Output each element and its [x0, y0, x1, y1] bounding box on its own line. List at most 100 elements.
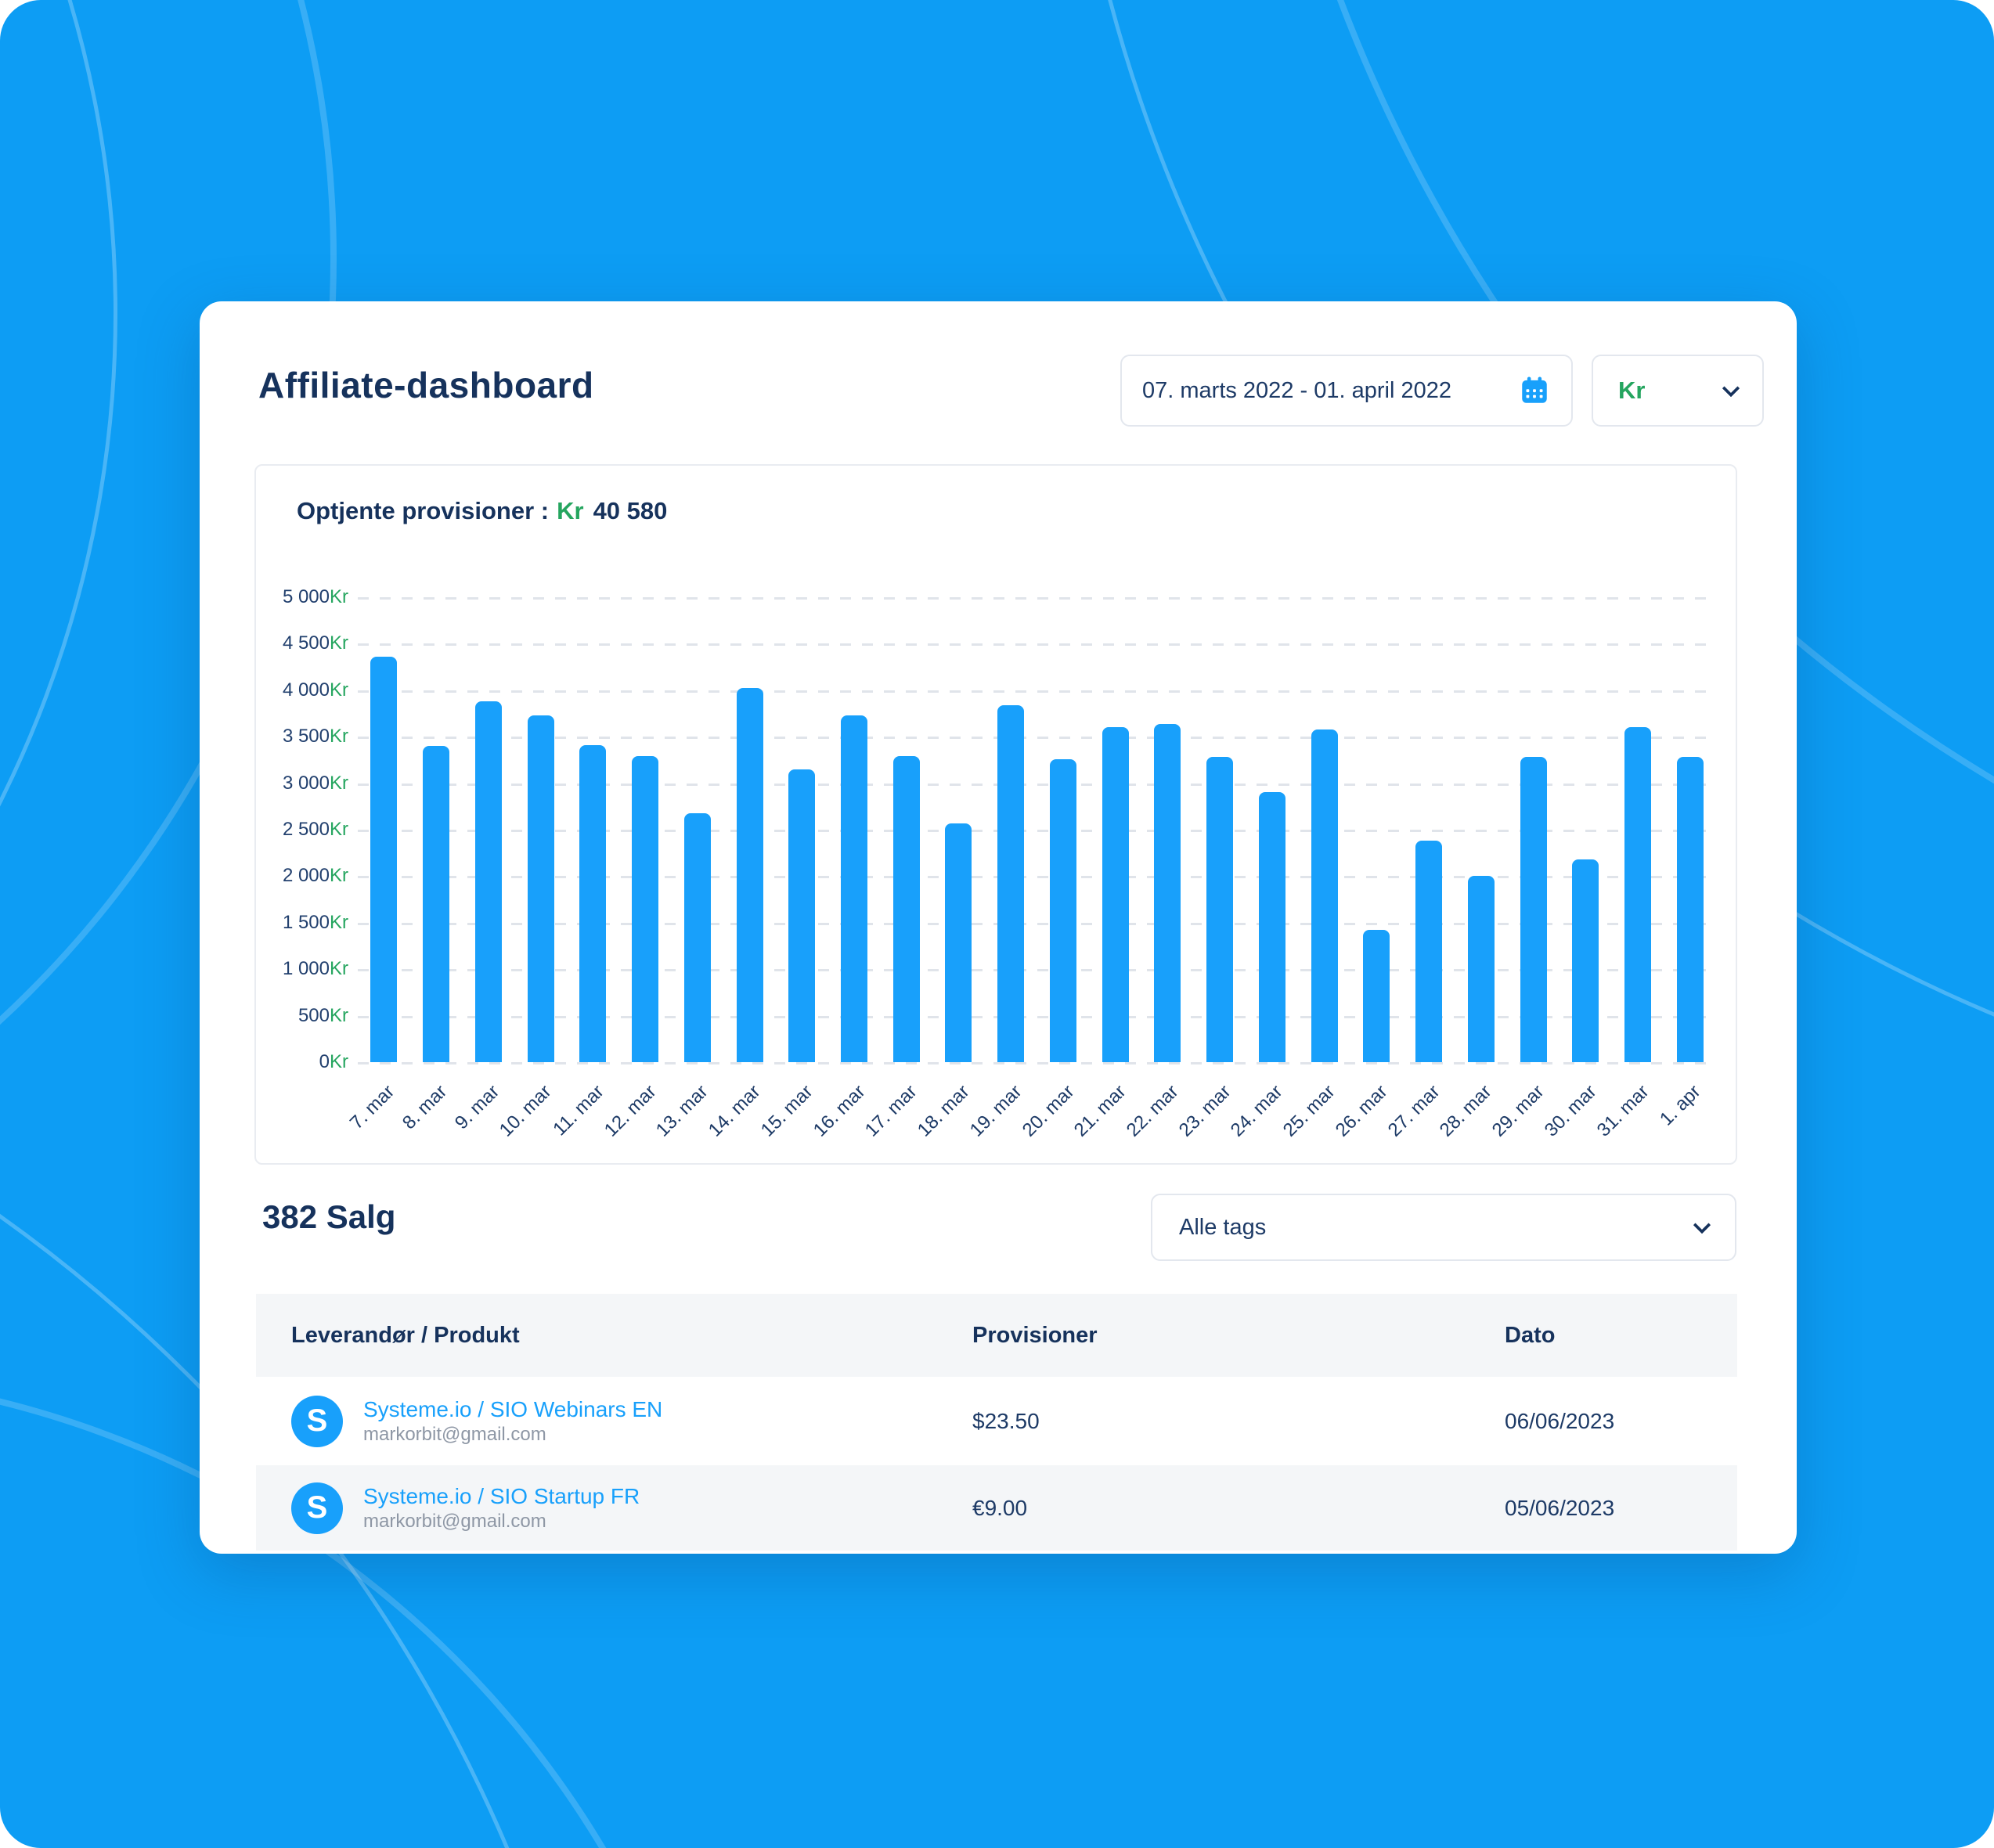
product-cell: S Systeme.io / SIO Webinars EN markorbit…: [291, 1395, 972, 1447]
bar-slot: [1037, 597, 1090, 1062]
bar-28-mar[interactable]: [1467, 876, 1495, 1062]
bar-20-mar[interactable]: [1049, 759, 1076, 1062]
y-axis-tick-label: 1 000Kr: [282, 958, 348, 979]
bar-21-mar[interactable]: [1102, 727, 1129, 1062]
gridline: [358, 876, 1716, 878]
bar-15-mar[interactable]: [788, 769, 816, 1062]
gridline: [358, 923, 1716, 925]
bar-slot: [1664, 597, 1716, 1062]
bar-slot: [985, 597, 1037, 1062]
bar-slot: [880, 597, 932, 1062]
bar-26-mar[interactable]: [1363, 930, 1390, 1062]
bar-16-mar[interactable]: [840, 715, 867, 1062]
bar-13-mar[interactable]: [683, 813, 711, 1062]
y-axis-tick-label: 5 000Kr: [282, 586, 348, 607]
product-link[interactable]: Systeme.io / SIO Startup FR: [363, 1484, 640, 1508]
table-row: S Systeme.io / SIO Startup FR markorbit@…: [256, 1465, 1737, 1551]
bar-25-mar[interactable]: [1311, 729, 1338, 1062]
column-header-commission: Provisioner: [972, 1322, 1098, 1348]
bar-slot: [1141, 597, 1194, 1062]
commission-value: $23.50: [972, 1408, 1040, 1433]
bar-10-mar[interactable]: [527, 715, 554, 1062]
bar-23-mar[interactable]: [1206, 757, 1234, 1062]
chevron-down-icon: [1693, 1216, 1711, 1234]
y-axis-tick-label: 2 500Kr: [282, 819, 348, 840]
y-axis: 5 000Kr 4 500Kr 4 000Kr 3 500Kr 3 000Kr 2 500…: [256, 586, 348, 1072]
customer-email: markorbit@gmail.com: [363, 1424, 546, 1445]
currency-selected-value: Kr: [1618, 376, 1646, 404]
gridline: [358, 830, 1716, 832]
bar-slot: [462, 597, 514, 1062]
customer-email: markorbit@gmail.com: [363, 1511, 546, 1532]
tags-filter-select[interactable]: Alle tags: [1151, 1194, 1736, 1261]
sales-count-heading: 382 Salg: [262, 1198, 396, 1235]
bar-27-mar[interactable]: [1415, 841, 1443, 1062]
bar-17-mar[interactable]: [892, 756, 920, 1062]
column-header-date: Dato: [1505, 1322, 1556, 1348]
bar-slot: [1298, 597, 1350, 1062]
bar-slot: [1560, 597, 1612, 1062]
bar-slot: [776, 597, 828, 1062]
bar-9-mar[interactable]: [474, 701, 502, 1062]
chevron-down-icon: [1722, 379, 1740, 398]
gridline: [358, 784, 1716, 786]
vendor-avatar: S: [291, 1395, 343, 1447]
product-link[interactable]: Systeme.io / SIO Webinars EN: [363, 1397, 663, 1421]
bar-slot: [1089, 597, 1141, 1062]
bar-slot: [514, 597, 567, 1062]
x-axis-slot: 1. apr: [1656, 1072, 1716, 1164]
gridline: [358, 597, 1716, 600]
x-axis: 7. mar 8. mar 9. mar 10. mar 11. mar 12. mar 1…: [346, 1072, 1716, 1164]
currency-select[interactable]: Kr: [1592, 355, 1764, 427]
bar-11-mar[interactable]: [579, 745, 607, 1062]
x-axis-slot: 31. mar: [1592, 1072, 1664, 1164]
vendor-avatar: S: [291, 1482, 343, 1534]
y-axis-tick-label: 0Kr: [319, 1051, 348, 1072]
plot-area: [358, 597, 1716, 1064]
bar-1-apr[interactable]: [1676, 757, 1704, 1062]
bar-slot: [1455, 597, 1507, 1062]
bar-19-mar[interactable]: [997, 705, 1025, 1062]
bar-18-mar[interactable]: [945, 823, 972, 1062]
bar-slot: [1246, 597, 1298, 1062]
gridline: [358, 1062, 1716, 1064]
commissions-chart-panel: Optjente provisioner : Kr 40 580 5 000Kr 4 …: [254, 464, 1737, 1165]
y-axis-tick-label: 4 000Kr: [282, 679, 348, 701]
product-cell: S Systeme.io / SIO Startup FR markorbit@…: [291, 1482, 972, 1534]
chart-title-total: 40 580: [593, 497, 668, 524]
bar-slot: [1194, 597, 1246, 1062]
bar-12-mar[interactable]: [632, 756, 659, 1062]
calendar-icon: [1522, 376, 1547, 403]
chart-title-currency: Kr: [557, 497, 584, 524]
gridline: [358, 1016, 1716, 1018]
bar-14-mar[interactable]: [736, 688, 763, 1062]
chart-title: Optjente provisioner : Kr 40 580: [297, 497, 667, 525]
gridline: [358, 690, 1716, 693]
y-axis-tick-label: 1 500Kr: [282, 912, 348, 933]
date-value: 06/06/2023: [1505, 1408, 1615, 1433]
bar-30-mar[interactable]: [1572, 859, 1599, 1062]
bar-slot: [1350, 597, 1403, 1062]
bar-slot: [1612, 597, 1664, 1062]
x-axis-tick-label: 1. apr: [1656, 1081, 1705, 1130]
tags-filter-value: Alle tags: [1179, 1214, 1267, 1240]
bar-slot: [358, 597, 410, 1062]
dashboard-card: Affiliate-dashboard 07. marts 2022 - 01.…: [200, 301, 1797, 1554]
bar-31-mar[interactable]: [1624, 727, 1651, 1062]
bar-24-mar[interactable]: [1258, 792, 1285, 1062]
date-range-picker[interactable]: 07. marts 2022 - 01. april 2022: [1120, 355, 1573, 427]
date-range-value: 07. marts 2022 - 01. april 2022: [1142, 377, 1451, 403]
bar-slot: [1507, 597, 1560, 1062]
bar-7-mar[interactable]: [370, 657, 398, 1062]
bar-22-mar[interactable]: [1154, 724, 1181, 1062]
bar-slot: [723, 597, 776, 1062]
sales-table: Leverandør / Produkt Provisioner Dato S …: [256, 1294, 1737, 1551]
bar-29-mar[interactable]: [1520, 757, 1547, 1062]
bar-slot: [828, 597, 881, 1062]
column-header-product: Leverandør / Produkt: [291, 1322, 520, 1348]
table-header-row: Leverandør / Produkt Provisioner Dato: [256, 1294, 1737, 1377]
bar-slot: [619, 597, 672, 1062]
bar-8-mar[interactable]: [423, 746, 450, 1062]
bar-series: [358, 597, 1716, 1062]
y-axis-tick-label: 3 000Kr: [282, 773, 348, 794]
